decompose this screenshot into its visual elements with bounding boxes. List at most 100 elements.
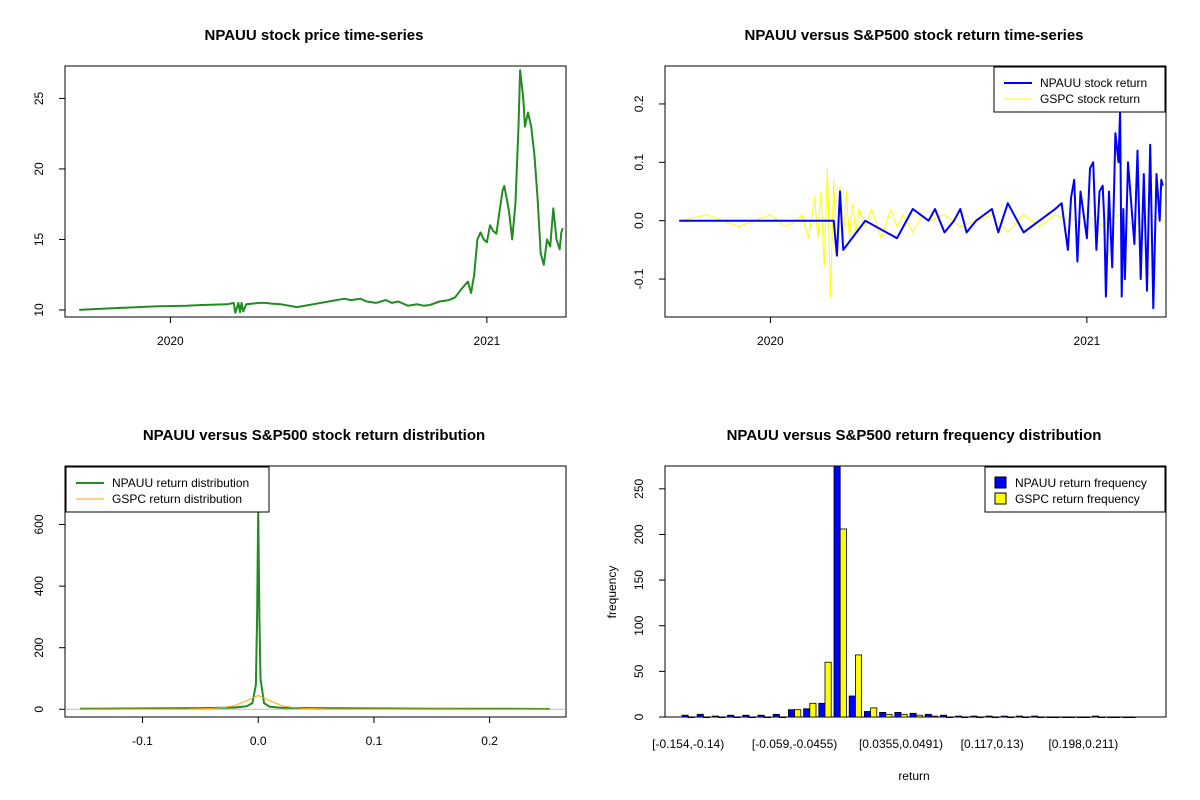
frequency-y-tick-label: 200 <box>632 524 646 544</box>
frequency-y-tick-label: 50 <box>632 664 646 678</box>
frequency-bar <box>1083 716 1091 719</box>
price-x-tick-label: 2021 <box>474 334 501 348</box>
distribution-series-line <box>79 508 550 710</box>
distribution-legend-label: NPAUU return distribution <box>112 476 249 490</box>
return-legend-box <box>993 66 1166 113</box>
frequency-bar <box>940 714 948 718</box>
distribution-y-tick-label: 0 <box>32 706 46 713</box>
frequency-bar <box>1098 716 1106 719</box>
distribution-x-tick-label: 0.1 <box>366 734 383 748</box>
frequency-x-tick-label: [0.198,0.211) <box>1048 737 1118 751</box>
frequency-chart: NPAUU versus S&P500 return frequency dis… <box>605 427 1167 783</box>
frequency-legend-swatch <box>994 476 1007 489</box>
frequency-bar <box>1092 715 1100 718</box>
frequency-bar <box>970 715 978 718</box>
frequency-bar <box>742 714 750 718</box>
price-x-tick-label: 2020 <box>157 334 184 348</box>
frequency-x-tick-label: [-0.154,-0.14) <box>652 737 724 751</box>
frequency-bar <box>879 712 887 718</box>
frequency-legend-label: NPAUU return frequency <box>1015 476 1147 490</box>
frequency-chart-title: NPAUU versus S&P500 return frequency dis… <box>727 427 1102 444</box>
frequency-bar <box>946 716 954 719</box>
frequency-bar <box>848 695 856 718</box>
distribution-legend-box <box>65 466 270 513</box>
frequency-bar <box>839 528 847 718</box>
return-distribution-chart: NPAUU versus S&P500 stock return distrib… <box>32 427 567 748</box>
return-distribution-title: NPAUU versus S&P500 stock return distrib… <box>143 427 485 444</box>
frequency-bar <box>924 713 932 718</box>
frequency-bar <box>818 702 826 718</box>
frequency-bar <box>976 716 984 719</box>
frequency-legend-label: GSPC return frequency <box>1015 492 1140 506</box>
return-y-tick-label: 0.2 <box>632 95 646 112</box>
price-y-tick-label: 15 <box>32 232 46 246</box>
distribution-y-tick-label: 200 <box>32 637 46 657</box>
return-distribution-plot-box <box>64 465 567 718</box>
frequency-bar <box>915 714 923 718</box>
price-y-tick-label: 25 <box>32 91 46 105</box>
frequency-bar <box>961 716 969 719</box>
return-x-tick-label: 2020 <box>757 334 784 348</box>
frequency-bar <box>900 713 908 718</box>
distribution-y-tick-label: 400 <box>32 576 46 596</box>
frequency-bar <box>1107 716 1115 719</box>
frequency-x-tick-label: [-0.059,-0.0455) <box>752 737 837 751</box>
frequency-legend-box <box>984 466 1166 513</box>
frequency-y-axis-label: frequency <box>605 566 619 619</box>
price-plot-box <box>64 65 567 318</box>
return-series-line <box>679 167 1164 298</box>
return-series-line <box>679 108 1164 310</box>
price-series-line <box>79 69 564 314</box>
frequency-bar <box>779 716 787 719</box>
frequency-bar <box>1113 716 1121 719</box>
frequency-bar <box>696 713 704 718</box>
frequency-bar <box>955 715 963 718</box>
frequency-x-tick-label: [0.0355,0.0491) <box>859 737 943 751</box>
distribution-legend-label: GSPC return distribution <box>112 492 242 506</box>
return-y-tick-label: 0.0 <box>632 212 646 229</box>
distribution-x-tick-label: -0.1 <box>132 734 153 748</box>
return-legend-label: NPAUU stock return <box>1040 76 1147 90</box>
distribution-x-tick-label: 0.2 <box>481 734 498 748</box>
frequency-bar <box>824 661 832 718</box>
frequency-bar <box>788 709 796 718</box>
frequency-y-tick-label: 250 <box>632 478 646 498</box>
frequency-y-tick-label: 0 <box>632 713 646 720</box>
frequency-bar <box>1061 716 1069 719</box>
frequency-bar <box>870 707 878 718</box>
frequency-bar <box>931 715 939 718</box>
return-y-tick-label: -0.1 <box>632 268 646 289</box>
frequency-y-tick-label: 150 <box>632 570 646 590</box>
price-y-tick-label: 20 <box>32 162 46 176</box>
frequency-bar <box>1052 716 1060 719</box>
frequency-bar <box>894 712 902 718</box>
frequency-bar <box>727 714 735 718</box>
frequency-bar <box>718 716 726 719</box>
frequency-bar <box>1016 715 1024 718</box>
frequency-bar <box>1046 716 1054 719</box>
frequency-y-tick-label: 100 <box>632 615 646 635</box>
frequency-bar <box>1122 716 1130 719</box>
frequency-bar <box>833 465 841 718</box>
frequency-bar <box>991 716 999 719</box>
frequency-bar <box>1128 716 1136 719</box>
frequency-bar <box>748 716 756 719</box>
frequency-bar <box>794 709 802 718</box>
frequency-bar <box>712 715 720 718</box>
return-timeseries-plot-box <box>664 65 1167 318</box>
frequency-bar <box>687 716 695 719</box>
frequency-bar <box>1067 716 1075 719</box>
frequency-bar <box>864 711 872 718</box>
frequency-bar <box>1022 716 1030 719</box>
frequency-bar <box>757 714 765 718</box>
frequency-bar <box>772 713 780 718</box>
frequency-bar <box>855 654 863 718</box>
frequency-legend-swatch <box>994 492 1007 505</box>
frequency-bar <box>1037 716 1045 719</box>
distribution-y-tick-label: 600 <box>32 514 46 534</box>
frequency-bar <box>733 716 741 719</box>
distribution-series-line <box>79 694 550 710</box>
frequency-x-axis-label: return <box>898 769 929 783</box>
distribution-x-tick-label: 0.0 <box>250 734 267 748</box>
